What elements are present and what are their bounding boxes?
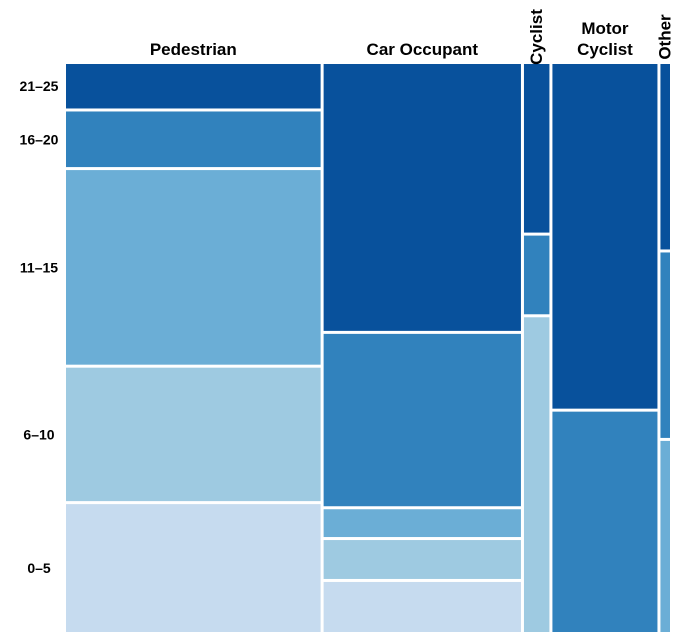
cell-car-occupant-0-5 <box>323 581 521 632</box>
cell-pedestrian-6-10 <box>66 367 321 502</box>
cell-pedestrian-11-15 <box>66 170 321 365</box>
row-labels: 21–25 16–20 11–15 6–10 0–5 <box>20 78 59 576</box>
cell-cyclist-16-20 <box>523 235 550 315</box>
cell-other-16-20 <box>660 252 670 438</box>
column-label-other: Other <box>656 14 675 60</box>
column-label-cyclist: Cyclist <box>527 9 546 65</box>
row-label-0-5: 0–5 <box>27 560 51 576</box>
mosaic-cells <box>66 64 670 632</box>
cell-pedestrian-16-20 <box>66 111 321 168</box>
column-label-car-occupant: Car Occupant <box>367 40 479 59</box>
cell-car-occupant-21-25 <box>323 64 521 331</box>
row-label-16-20: 16–20 <box>20 131 59 147</box>
cell-car-occupant-6-10 <box>323 540 521 579</box>
column-label-motor-cyclist: Motor Cyclist <box>577 19 633 59</box>
cell-car-occupant-11-15 <box>323 509 521 538</box>
column-labels: Pedestrian Car Occupant Cyclist Motor Cyclis… <box>150 9 675 65</box>
cell-pedestrian-0-5 <box>66 504 321 632</box>
row-label-11-15: 11–15 <box>20 259 58 275</box>
cell-cyclist-6-10 <box>523 317 550 632</box>
column-label-pedestrian: Pedestrian <box>150 40 237 59</box>
cell-motor-cyclist-21-25 <box>552 64 658 409</box>
cell-car-occupant-16-20 <box>323 333 521 507</box>
cell-motor-cyclist-16-20 <box>552 411 658 632</box>
cell-cyclist-21-25 <box>523 64 550 233</box>
cell-pedestrian-21-25 <box>66 64 321 109</box>
cell-other-21-25 <box>660 64 670 250</box>
row-label-21-25: 21–25 <box>20 78 59 94</box>
cell-other-11-15 <box>660 440 670 632</box>
row-label-6-10: 6–10 <box>23 426 54 442</box>
